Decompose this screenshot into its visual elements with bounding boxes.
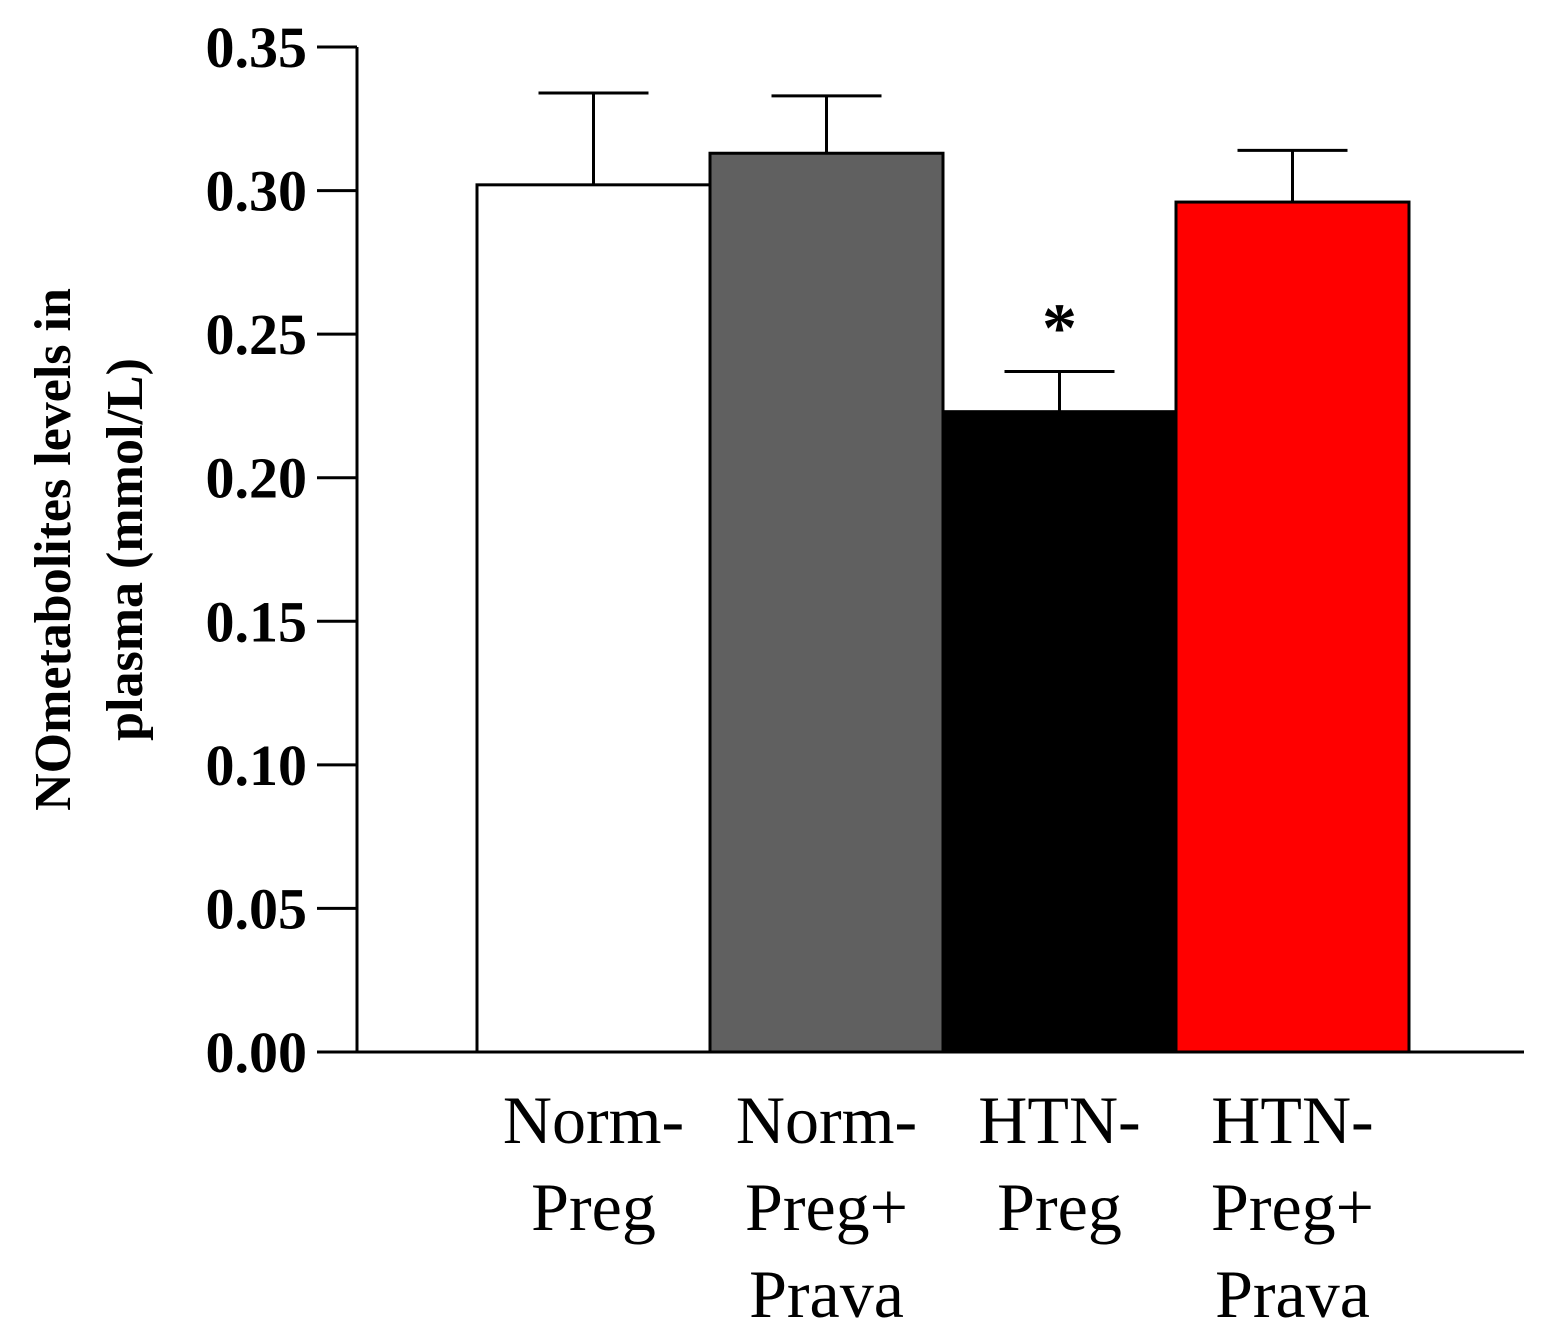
bars: * (475, 91, 1411, 1054)
x-category-label: Norm- Preg+ Prava (736, 1082, 917, 1326)
x-category-label-line: HTN- (978, 1082, 1140, 1158)
y-tick-label: 0.25 (206, 302, 308, 367)
y-tick-label: 0.10 (206, 733, 308, 798)
x-category-label-line: Preg+ (1211, 1169, 1374, 1245)
x-category-label: HTN- Preg (978, 1082, 1140, 1245)
significance-marker: * (1042, 290, 1077, 367)
x-category-label-line: Norm- (736, 1082, 917, 1158)
x-category-label-line: Preg (531, 1169, 656, 1245)
y-tick-label: 0.30 (206, 159, 308, 224)
bar (475, 183, 712, 1054)
x-category-label-line: HTN- (1211, 1082, 1373, 1158)
y-tick-label: 0.20 (206, 446, 308, 511)
y-axis-label-line: NOmetabolites levels in (25, 288, 82, 811)
bar-group (1174, 148, 1411, 1054)
y-tick-label: 0.35 (206, 15, 308, 80)
x-category-label-line: Preg (997, 1169, 1122, 1245)
x-category-label-line: Prava (749, 1256, 904, 1326)
y-tick-label: 0.15 (206, 589, 308, 654)
x-category-labels: Norm- Preg Norm- Preg+ Prava HTN- Preg HTN- Preg… (503, 1082, 1374, 1326)
bar-group (708, 94, 945, 1054)
x-category-label: Norm- Preg (503, 1082, 684, 1245)
x-category-label-line: Preg+ (745, 1169, 908, 1245)
y-tick-label: 0.05 (206, 876, 308, 941)
bar-group: * (941, 290, 1178, 1054)
y-axis-label: NOmetabolites levels in plasma (mmol/L) (25, 288, 154, 811)
bar-group (475, 91, 712, 1054)
y-axis-label-line: plasma (mmol/L) (97, 358, 154, 741)
x-category-label-line: Prava (1215, 1256, 1370, 1326)
bar (1174, 200, 1411, 1054)
bar (941, 410, 1178, 1054)
x-category-label-line: Norm- (503, 1082, 684, 1158)
bar (708, 151, 945, 1054)
y-axis: 0.00 0.05 0.10 0.15 0.20 0.25 0.30 0.35 (206, 15, 359, 1085)
y-tick-label: 0.00 (206, 1020, 308, 1085)
x-category-label: HTN- Preg+ Prava (1211, 1082, 1374, 1326)
